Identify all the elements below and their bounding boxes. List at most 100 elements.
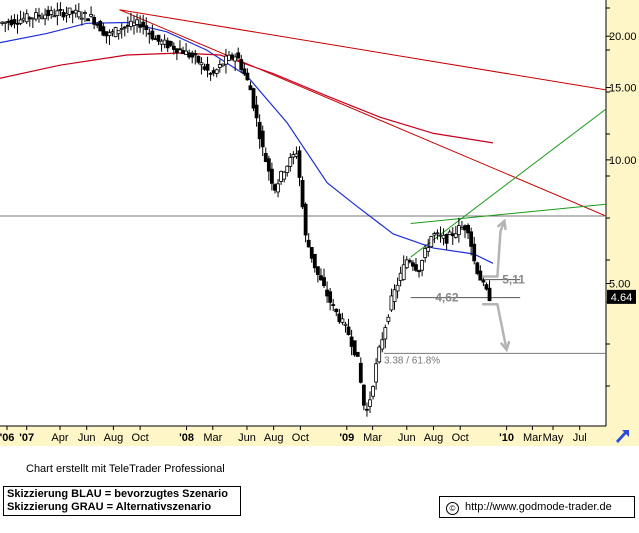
candle-body — [420, 260, 424, 271]
candle-body — [187, 52, 192, 58]
candle-body — [12, 19, 17, 24]
candle-body — [98, 20, 103, 32]
candle-body — [116, 30, 121, 35]
x-axis-ticks: '06 '07 Apr Jun Aug Oct '08 Mar Jun Aug Oct '09 Mar J… — [0, 426, 587, 444]
candle-body — [328, 291, 333, 303]
candle-body — [193, 53, 198, 56]
candle-body — [309, 247, 314, 259]
candle-body — [312, 253, 317, 269]
candle-body — [484, 284, 489, 290]
candle-body — [319, 275, 323, 281]
candle-body — [349, 336, 354, 347]
candle-body — [389, 295, 394, 311]
candle-body — [125, 24, 130, 27]
candle-body — [273, 184, 277, 191]
x-tick-label: Jun — [78, 432, 96, 444]
copyright-icon: © — [446, 502, 459, 515]
trendline-trend — [410, 203, 606, 225]
candle-body — [196, 55, 201, 63]
candle-body — [73, 9, 78, 14]
candle-body — [224, 55, 228, 65]
candle-body — [242, 68, 247, 75]
candle-body — [472, 243, 477, 262]
scenario-arrow-alternative-down — [482, 303, 508, 350]
candle-body — [447, 231, 452, 235]
candle-body — [276, 183, 280, 193]
candle-body — [24, 13, 29, 23]
candle-body — [230, 54, 234, 59]
corner-arrow-icon[interactable] — [616, 430, 629, 443]
y-tick-label: 5.00 — [609, 279, 630, 291]
candle-body — [460, 227, 464, 230]
candle-body — [322, 277, 326, 287]
candle-body — [355, 351, 360, 357]
candle-body — [199, 62, 204, 66]
y-axis-ticks: 20.00 15.00 10.00 5.00 — [606, 31, 637, 291]
candle-body — [346, 326, 351, 336]
trendline-resistance — [119, 9, 606, 217]
candle-body — [487, 287, 492, 302]
source-url[interactable]: http://www.godmode-trader.de — [465, 501, 612, 513]
candle-body — [6, 20, 11, 23]
candle-body — [361, 384, 366, 406]
source-link[interactable]: © http://www.godmode-trader.de — [439, 496, 635, 518]
legend-grey-scenario: Skizzierung GRAU = Alternativszenario — [7, 501, 212, 513]
candle-body — [463, 225, 467, 231]
candle-body — [46, 9, 51, 16]
trendline-resistance — [119, 9, 606, 91]
candle-body — [456, 225, 461, 236]
candle-body — [325, 289, 329, 297]
candle-body — [266, 158, 271, 172]
candle-body — [141, 21, 146, 28]
candle-body — [426, 247, 431, 252]
candle-body — [417, 270, 421, 273]
candle-body — [407, 260, 412, 263]
x-tick-label: '10 — [499, 432, 514, 444]
candle-body — [153, 38, 158, 40]
candle-body — [208, 72, 213, 75]
candle-body — [205, 63, 210, 71]
candle-body — [58, 9, 63, 11]
candles — [0, 2, 492, 417]
candle-body — [220, 63, 225, 67]
candle-body — [227, 54, 231, 61]
candle-body — [55, 10, 60, 16]
candle-body — [129, 20, 133, 27]
candle-body — [138, 24, 143, 28]
candle-body — [383, 327, 388, 340]
candle-body — [245, 72, 250, 81]
candle-body — [386, 316, 391, 322]
candle-body — [475, 262, 480, 274]
x-tick-label: Mar — [203, 432, 222, 444]
candle-body — [233, 56, 238, 62]
x-tick-label: Apr — [51, 432, 68, 444]
candle-body — [61, 12, 66, 18]
candle-body — [27, 17, 32, 20]
candle-body — [368, 399, 372, 407]
candle-body — [165, 40, 170, 49]
candle-body — [171, 45, 176, 50]
candle-body — [414, 264, 418, 271]
candle-body — [83, 12, 87, 15]
y-tick-label: 15.00 — [609, 83, 637, 95]
candle-body — [380, 339, 385, 350]
candle-body — [144, 25, 149, 31]
candle-body — [466, 224, 470, 234]
annotation-label: 3.38 / 61.8% — [384, 355, 440, 366]
x-tick-label: Aug — [104, 432, 124, 444]
candle-body — [43, 14, 47, 20]
candle-body — [52, 15, 57, 18]
candle-body — [119, 28, 124, 30]
candle-body — [9, 19, 14, 26]
x-tick-label: Oct — [132, 432, 149, 444]
candle-body — [306, 239, 311, 248]
candle-body — [79, 17, 84, 20]
candle-body — [64, 12, 69, 16]
candle-body — [352, 340, 357, 356]
candle-body — [248, 85, 253, 91]
x-tick-label: '09 — [339, 432, 354, 444]
time-axis-panel — [0, 426, 606, 446]
scenario-legend: Skizzierung BLAU = bevorzugtes Szenario … — [3, 486, 241, 516]
candle-body — [315, 266, 320, 275]
